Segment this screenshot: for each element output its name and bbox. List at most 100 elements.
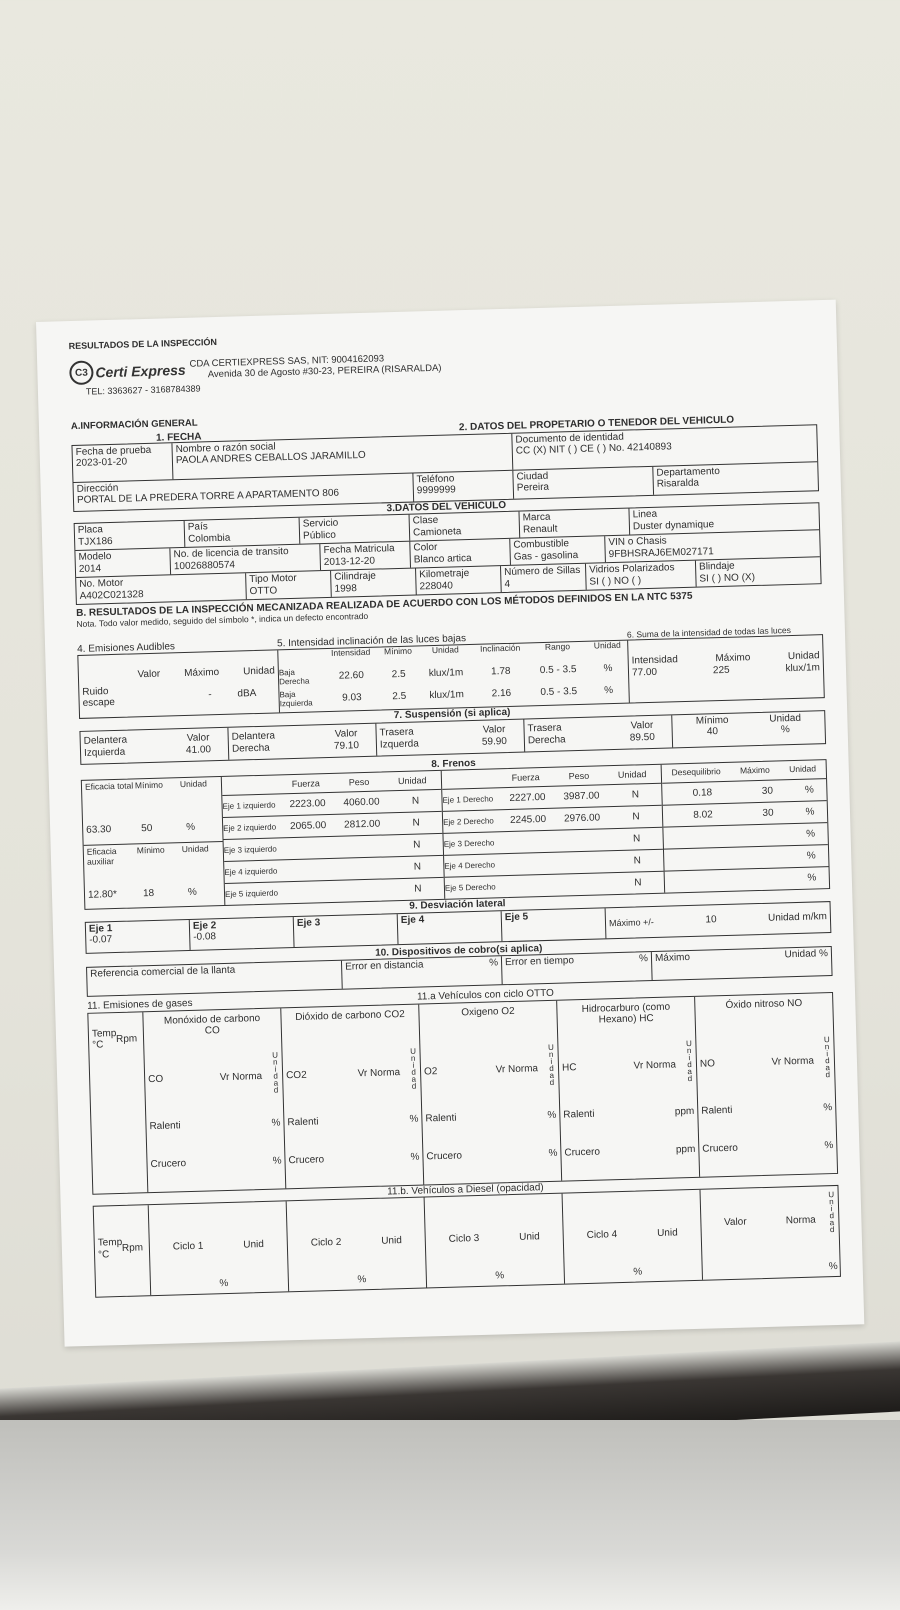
deviation-axle: Eje 5 <box>501 908 607 942</box>
gas-crucero-row: Crucero% <box>285 1151 422 1166</box>
vehicle-field: Modelo 2014 <box>75 548 172 578</box>
imbalance-unit: % <box>805 806 815 818</box>
noise-unit: dBA <box>237 687 257 700</box>
diesel-table: Temp °C Rpm Ciclo 1 Unid% Ciclo 2 Unid% Ciclo … <box>92 1185 841 1299</box>
noise-max: - <box>208 688 212 700</box>
field-label: Blindaje <box>698 560 735 573</box>
efficacy-unit: % <box>186 822 196 834</box>
cycle-unit-label: Unid <box>243 1239 265 1251</box>
spacer <box>222 785 281 787</box>
axle-unit: N <box>632 833 641 845</box>
gas-crucero-row: Crucero% <box>147 1155 284 1170</box>
sum-unit: klux/1m <box>785 662 821 675</box>
suspension-item: Trasera Derecha Valor 89.50 <box>524 715 674 752</box>
suspension-value: 41.00 <box>185 744 212 756</box>
efficacy-header: Eficacia total Mínimo Unidad <box>85 779 218 792</box>
vehicle-field: Clase Camioneta <box>409 511 521 541</box>
axle-label: Eje 2 Derecho <box>442 816 494 827</box>
gas-unit-label: Unidad <box>822 1034 833 1078</box>
gas-code: CO <box>148 1073 164 1086</box>
axle-unit: N <box>413 861 422 873</box>
brakes-right: Fuerza Peso Unidad Eje 1 Derecho 2227.00 3987… <box>441 765 666 900</box>
spacer <box>442 779 501 781</box>
suspension-value-block: Valor 59.90 <box>481 724 507 748</box>
axle-force <box>284 848 334 849</box>
logo-text: Certi Express <box>95 362 186 381</box>
field-label: No. Motor <box>79 577 124 590</box>
brakes-left: Fuerza Peso Unidad Eje 1 izquierdo 2223.00 40… <box>221 771 446 906</box>
field-label: Linea <box>632 508 658 521</box>
table-surface <box>0 1420 900 1610</box>
noise-header: Unidad <box>243 665 276 678</box>
lights-value: 0.5 - 3.5 <box>539 663 577 676</box>
cycle-unit-label: Unid <box>519 1231 540 1244</box>
time-error-unit: % <box>638 953 649 965</box>
lights-value: klux/1m <box>429 688 464 701</box>
gas-ralenti-row: Ralenti% <box>284 1114 421 1129</box>
field-label: No. de licencia de transito <box>173 546 289 561</box>
gas-ralenti-row: Ralenti ppm <box>560 1106 697 1121</box>
gas-column: Hidrocarburo (como Hexano) HC HC Vr Norma U… <box>557 996 701 1181</box>
axle-force: 2065.00 <box>289 820 327 833</box>
temp-label: Temp °C <box>97 1237 123 1261</box>
ralenti-unit: ppm <box>674 1106 695 1118</box>
brakes-table: Eficacia total Mínimo Unidad 63.30 50% Eficac… <box>80 759 831 911</box>
brakes-header-cell: Unidad <box>617 769 647 781</box>
imbalance-header-cell: Máximo <box>739 765 770 777</box>
axle-unit: N <box>634 877 642 889</box>
logo-mark-icon: C3 <box>69 360 94 386</box>
axle-label: Eje 1 <box>88 922 113 935</box>
suspension-label: Delantera Izquierda <box>83 734 128 759</box>
imbalance-unit: % <box>806 850 816 862</box>
min-value: 40 <box>706 726 719 738</box>
field-label: Kilometraje <box>419 568 470 581</box>
axle-force <box>504 842 554 843</box>
gas-norm: Vr Norma <box>633 1059 677 1072</box>
cycle-row: Ciclo 4 Unid <box>567 1227 698 1242</box>
value-label: Valor <box>186 732 210 745</box>
vehicle-field: Vidrios Polarizados SI ( ) NO ( ) <box>585 560 697 590</box>
crucero-label: Crucero <box>564 1146 601 1159</box>
axle-label: Eje 3 <box>296 917 321 929</box>
axle-unit: N <box>412 839 421 851</box>
diesel-cycle: Ciclo 4 Unid% <box>562 1190 704 1284</box>
lights-value: 2.16 <box>491 687 512 700</box>
vehicle-field: No. Motor A402C021328 <box>76 573 247 605</box>
field-label: Tipo Motor <box>249 572 297 586</box>
crucero-unit: ppm <box>675 1143 696 1156</box>
crucero-unit: % <box>548 1147 558 1159</box>
efficacy-unit-label: Unidad <box>179 778 208 790</box>
lights-block: Intensidad Mínimo Unidad Inclinación Rango Un… <box>278 640 630 713</box>
lights-header: Mínimo <box>383 646 413 657</box>
imbalance-value: 8.02 <box>693 809 713 821</box>
norm-label: Norma <box>785 1214 816 1227</box>
inspection-document: RESULTADOS DE LA INSPECCIÓN C3 Certi Expr… <box>36 299 865 1347</box>
axle-unit: N <box>411 795 420 807</box>
field-value: 10026880574 <box>173 559 236 572</box>
lights-header: Rango <box>544 641 571 653</box>
field-value: Renault <box>522 523 558 536</box>
ralenti-unit: % <box>823 1102 833 1114</box>
owner-city: Pereira <box>516 481 550 494</box>
gas-name: Hidrocarburo (como Hexano) HC <box>581 1001 671 1026</box>
gas-header-row: NO Vr Norma <box>697 1055 834 1070</box>
axle-force: 2245.00 <box>509 814 547 827</box>
axle-weight <box>338 868 388 869</box>
imbalance-unit: % <box>807 872 817 884</box>
field-label: Cilindraje <box>334 570 377 583</box>
vehicle-field: Fecha Matricula 2013-12-20 <box>320 541 412 571</box>
gas-ralenti-row: Ralenti% <box>146 1118 283 1133</box>
min-label: Mínimo <box>695 714 729 727</box>
gases-table: Temp °C Rpm Monóxido de carbono CO CO Vr Nor… <box>87 991 839 1195</box>
cycle-row: Ciclo 3 Unid <box>429 1231 560 1246</box>
unit-value: % <box>780 724 791 736</box>
sum-intensity: 77.00 <box>631 666 658 679</box>
crucero-label: Crucero <box>426 1150 463 1163</box>
field-label: Placa <box>77 524 103 537</box>
axle-weight: 4060.00 <box>343 796 380 809</box>
gas-code: O2 <box>423 1065 438 1078</box>
noise-block: Valor Máximo Unidad Ruido escape - dBA <box>78 650 281 719</box>
field-value: 228040 <box>419 580 454 593</box>
gas-name: Monóxido de carbono CO <box>163 1012 261 1037</box>
axle-force: 2223.00 <box>289 798 326 811</box>
